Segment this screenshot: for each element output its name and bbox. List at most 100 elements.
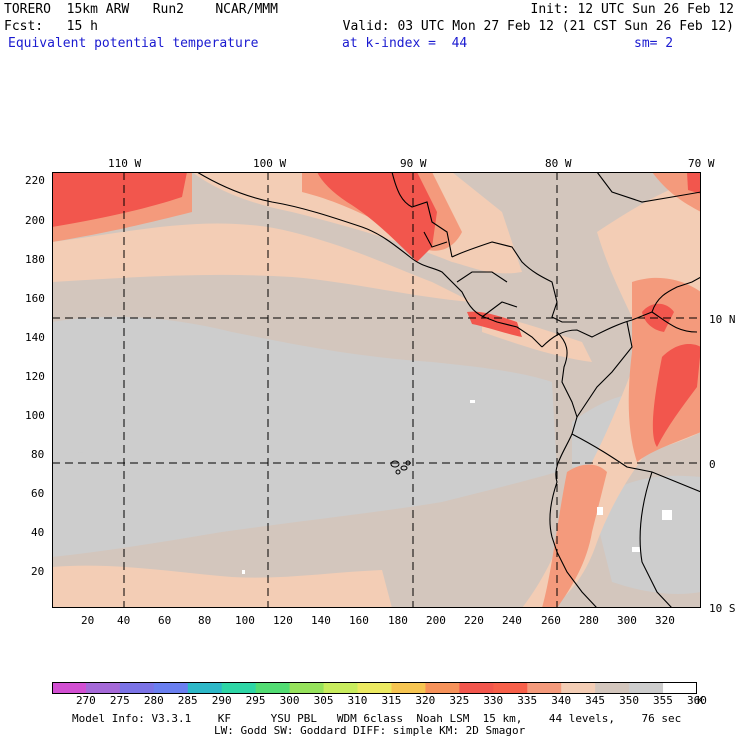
color-bar-cell: [289, 682, 324, 694]
color-bar-label: 320: [415, 694, 436, 707]
color-bar-label: 305: [313, 694, 334, 707]
field-white-patch: [662, 510, 672, 520]
y-grid-label: 160: [25, 292, 45, 305]
level-label: at k-index = 44: [342, 36, 468, 51]
color-bar-cell: [527, 682, 562, 694]
color-bar-cell: [323, 682, 358, 694]
graticule: [52, 172, 701, 608]
color-bar-cell: [255, 682, 291, 694]
x-grid-label: 260: [541, 614, 561, 627]
color-bar-cell: [595, 682, 630, 694]
color-bar-label: 360: [687, 694, 707, 707]
field-grey-band: [52, 316, 557, 557]
y-grid-label: 120: [25, 370, 45, 383]
lon-label: 90 W: [400, 157, 427, 170]
x-grid-label: 40: [117, 614, 131, 627]
physics-info: LW: Godd SW: Goddard DIFF: simple KM: 2D…: [214, 724, 526, 737]
x-grid-label: 140: [311, 614, 331, 627]
x-grid-label: 240: [502, 614, 522, 627]
color-bar-label: 325: [449, 694, 470, 707]
x-grid-label: 100: [235, 614, 255, 627]
color-bar-cell: [221, 682, 257, 694]
lon-label: 80 W: [545, 157, 572, 170]
field-red-region: [467, 311, 522, 337]
model-info: Model Info: V3.3.1 KF YSU PBL WDM 6class…: [72, 712, 682, 725]
field-white-patch: [242, 570, 245, 574]
field-white-patch: [632, 547, 640, 552]
x-grid-label: 300: [617, 614, 637, 627]
field-grey-band: [52, 419, 182, 454]
smoothing-label: sm= 2: [634, 36, 674, 51]
theta-e-map: [52, 172, 701, 608]
x-grid-label: 220: [464, 614, 484, 627]
y-grid-label: 220: [25, 174, 45, 187]
lat-label: 10 N: [709, 313, 736, 326]
color-bar-cell: [629, 682, 664, 694]
color-bar-cell: [663, 682, 697, 694]
field-white-patch: [597, 507, 603, 515]
color-bar-cell: [85, 682, 121, 694]
color-bar-cell: [153, 682, 189, 694]
init-time: Init: 12 UTC Sun 26 Feb 12: [530, 2, 735, 17]
lat-label: 10 S: [709, 602, 736, 615]
x-grid-label: 160: [349, 614, 369, 627]
map-frame: [52, 172, 701, 608]
field-red-region: [687, 172, 701, 194]
color-bar-cell: [187, 682, 223, 694]
y-grid-label: 80: [31, 448, 45, 461]
x-grid-label: 60: [158, 614, 172, 627]
color-bar-cell: [493, 682, 528, 694]
color-bar-cell: [391, 682, 426, 694]
field-white-patch: [470, 400, 475, 403]
color-bar-label: 335: [517, 694, 538, 707]
field-name: Equivalent potential temperature: [8, 36, 259, 51]
lat-label: 0: [709, 458, 716, 471]
color-bar-label: 330: [483, 694, 504, 707]
y-grid-label: 60: [31, 487, 45, 500]
field-salmon-region: [542, 464, 607, 608]
color-bar-label: 300: [279, 694, 300, 707]
color-bar-cell: [357, 682, 392, 694]
x-grid-label: 120: [273, 614, 293, 627]
y-grid-label: 180: [25, 253, 45, 266]
x-grid-label: 20: [81, 614, 95, 627]
color-bar-cell: [425, 682, 460, 694]
color-bar-label: 275: [109, 694, 130, 707]
color-bar-label: 355: [653, 694, 673, 707]
x-grid-label: 200: [426, 614, 446, 627]
color-bar-label: 285: [177, 694, 198, 707]
color-bar-cell: [119, 682, 155, 694]
y-grid-label: 40: [31, 526, 45, 539]
color-bar-label: 290: [211, 694, 232, 707]
coastlines: [196, 172, 701, 608]
lon-label: 70 W: [688, 157, 715, 170]
model-title: TORERO 15km ARW Run2 NCAR/MMM: [4, 2, 278, 17]
color-bar-label: 350: [619, 694, 639, 707]
color-bar: [52, 682, 697, 694]
color-bar-label: 345: [585, 694, 606, 707]
lon-label: 110 W: [108, 157, 142, 170]
color-bar-cell: [459, 682, 494, 694]
field-red-region: [652, 344, 701, 447]
color-bar-label: 310: [347, 694, 368, 707]
color-bar-label: 295: [245, 694, 266, 707]
x-grid-label: 80: [198, 614, 212, 627]
color-bar-unit: K: [697, 694, 704, 707]
color-bar-label: 280: [143, 694, 164, 707]
y-grid-label: 200: [25, 214, 45, 227]
field-peach-band: [52, 223, 472, 302]
x-grid-label: 180: [388, 614, 408, 627]
color-bar-label: 315: [381, 694, 402, 707]
y-grid-label: 100: [25, 409, 45, 422]
color-bar-cell: [561, 682, 596, 694]
field-red-region: [52, 172, 187, 227]
x-grid-label: 320: [655, 614, 675, 627]
x-grid-label: 280: [579, 614, 599, 627]
color-bar-cell: [52, 682, 87, 694]
color-bar-label: 270: [75, 694, 96, 707]
y-grid-label: 140: [25, 331, 45, 344]
field-grey-band: [592, 475, 701, 594]
color-bar-label: 340: [551, 694, 572, 707]
field-peach-band: [52, 565, 392, 608]
field-red-region: [317, 172, 437, 262]
